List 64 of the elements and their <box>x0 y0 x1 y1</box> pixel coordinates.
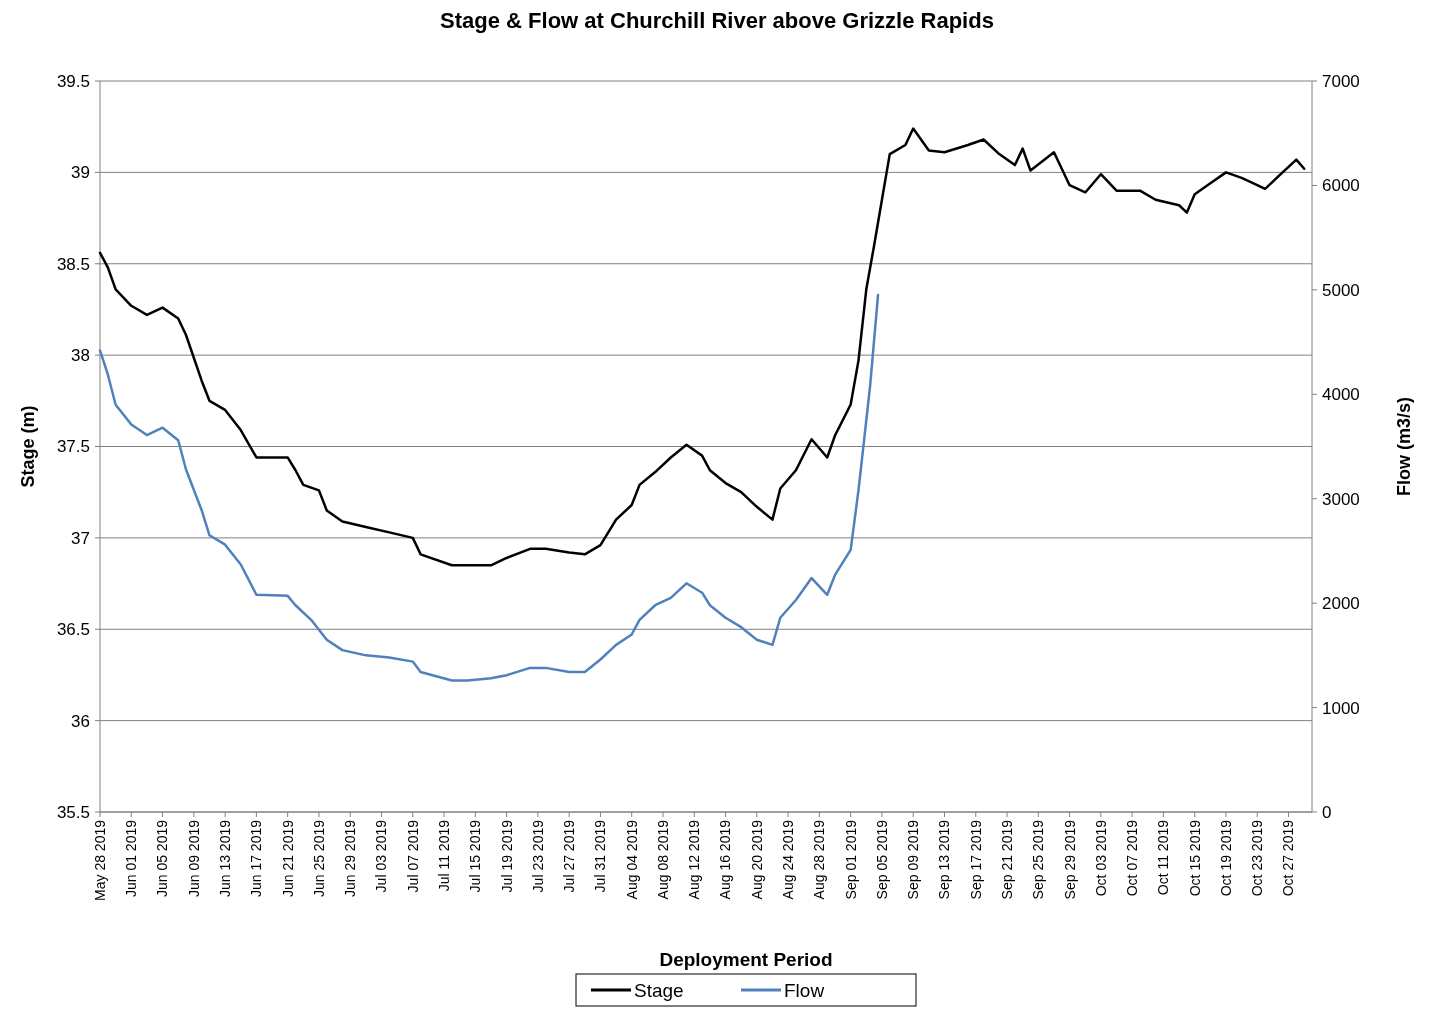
y2-tick-label: 4000 <box>1322 385 1360 405</box>
y-tick-label: 35.5 <box>56 802 90 822</box>
y2-tick-label: 1000 <box>1322 698 1360 718</box>
x-tick-label: Jul 11 2019 <box>435 819 452 892</box>
x-tick-label: Sep 25 2019 <box>1030 819 1047 900</box>
y2-axis-title: Flow (m3/s) <box>1394 396 1414 497</box>
y-tick-label: 36.5 <box>56 620 90 640</box>
x-tick-label: Jul 03 2019 <box>373 819 390 893</box>
x-tick-label: Aug 24 2019 <box>780 819 796 900</box>
x-tick-label: Sep 05 2019 <box>873 819 890 900</box>
x-tick-label: Sep 01 2019 <box>842 819 859 900</box>
x-tick-label: Jun 01 2019 <box>123 819 140 898</box>
y-axis-title: Stage (m) <box>18 405 38 488</box>
x-tick-label: Jul 07 2019 <box>404 819 421 893</box>
x-tick-label: Jun 05 2019 <box>154 819 171 898</box>
chart-title: Stage & Flow at Churchill River above Grizzle Rapids <box>440 8 994 33</box>
y2-tick-label: 3000 <box>1322 489 1360 509</box>
x-tick-label: Jul 23 2019 <box>529 819 546 893</box>
x-tick-label: Sep 17 2019 <box>967 819 984 900</box>
y2-tick-label: 0 <box>1322 802 1332 822</box>
x-tick-label: Aug 12 2019 <box>686 819 703 900</box>
line-series <box>98 293 880 682</box>
x-tick-label: Oct 07 2019 <box>1124 819 1141 897</box>
x-tick-label: Jul 31 2019 <box>592 819 609 893</box>
y-tick-label: 38.5 <box>56 254 90 274</box>
x-tick-label: Oct 11 2019 <box>1155 819 1172 896</box>
line-series <box>98 127 1306 567</box>
legend-label: Stage <box>634 979 684 1001</box>
x-tick-label: Jun 17 2019 <box>248 819 265 898</box>
x-tick-label: Oct 15 2019 <box>1186 819 1203 897</box>
x-tick-label: Aug 16 2019 <box>717 819 734 900</box>
x-tick-label: Aug 04 2019 <box>623 819 640 900</box>
x-tick-label: Sep 29 2019 <box>1061 819 1078 900</box>
y-tick-label: 37.5 <box>56 437 90 457</box>
x-tick-label: Jun 25 2019 <box>310 819 327 898</box>
x-tick-label: Aug 28 2019 <box>811 819 828 900</box>
x-tick-label: Jul 27 2019 <box>561 819 578 893</box>
x-tick-label: Aug 20 2019 <box>748 819 765 900</box>
y-tick-label: 38 <box>71 346 90 366</box>
y-tick-label: 36 <box>71 711 90 731</box>
x-tick-label: Oct 27 2019 <box>1280 819 1297 897</box>
x-tick-label: Jul 15 2019 <box>467 819 484 893</box>
legend-label: Flow <box>784 979 825 1001</box>
x-tick-label: Oct 03 2019 <box>1092 819 1109 897</box>
x-tick-label: Sep 21 2019 <box>998 819 1015 900</box>
x-axis-title: Deployment Period <box>659 949 833 970</box>
y-tick-label: 37 <box>71 528 90 548</box>
y2-tick-label: 6000 <box>1322 176 1360 196</box>
x-tick-label: Jun 21 2019 <box>279 819 296 898</box>
y2-tick-label: 2000 <box>1322 594 1360 614</box>
x-tick-label: Aug 08 2019 <box>654 819 671 900</box>
x-tick-label: Oct 19 2019 <box>1217 819 1234 897</box>
y2-tick-label: 7000 <box>1322 71 1360 91</box>
x-tick-label: Jun 13 2019 <box>217 819 234 898</box>
x-tick-label: Sep 13 2019 <box>936 819 953 900</box>
x-tick-label: Jun 29 2019 <box>342 819 359 898</box>
y2-tick-label: 5000 <box>1322 280 1360 300</box>
x-tick-label: Jul 19 2019 <box>498 819 515 893</box>
y-tick-label: 39 <box>71 163 90 183</box>
y-tick-label: 39.5 <box>56 71 90 91</box>
x-tick-label: Jun 09 2019 <box>185 819 202 898</box>
x-tick-label: Oct 23 2019 <box>1249 819 1266 897</box>
x-tick-label: Sep 09 2019 <box>905 819 922 900</box>
x-tick-label: May 28 2019 <box>91 819 108 901</box>
